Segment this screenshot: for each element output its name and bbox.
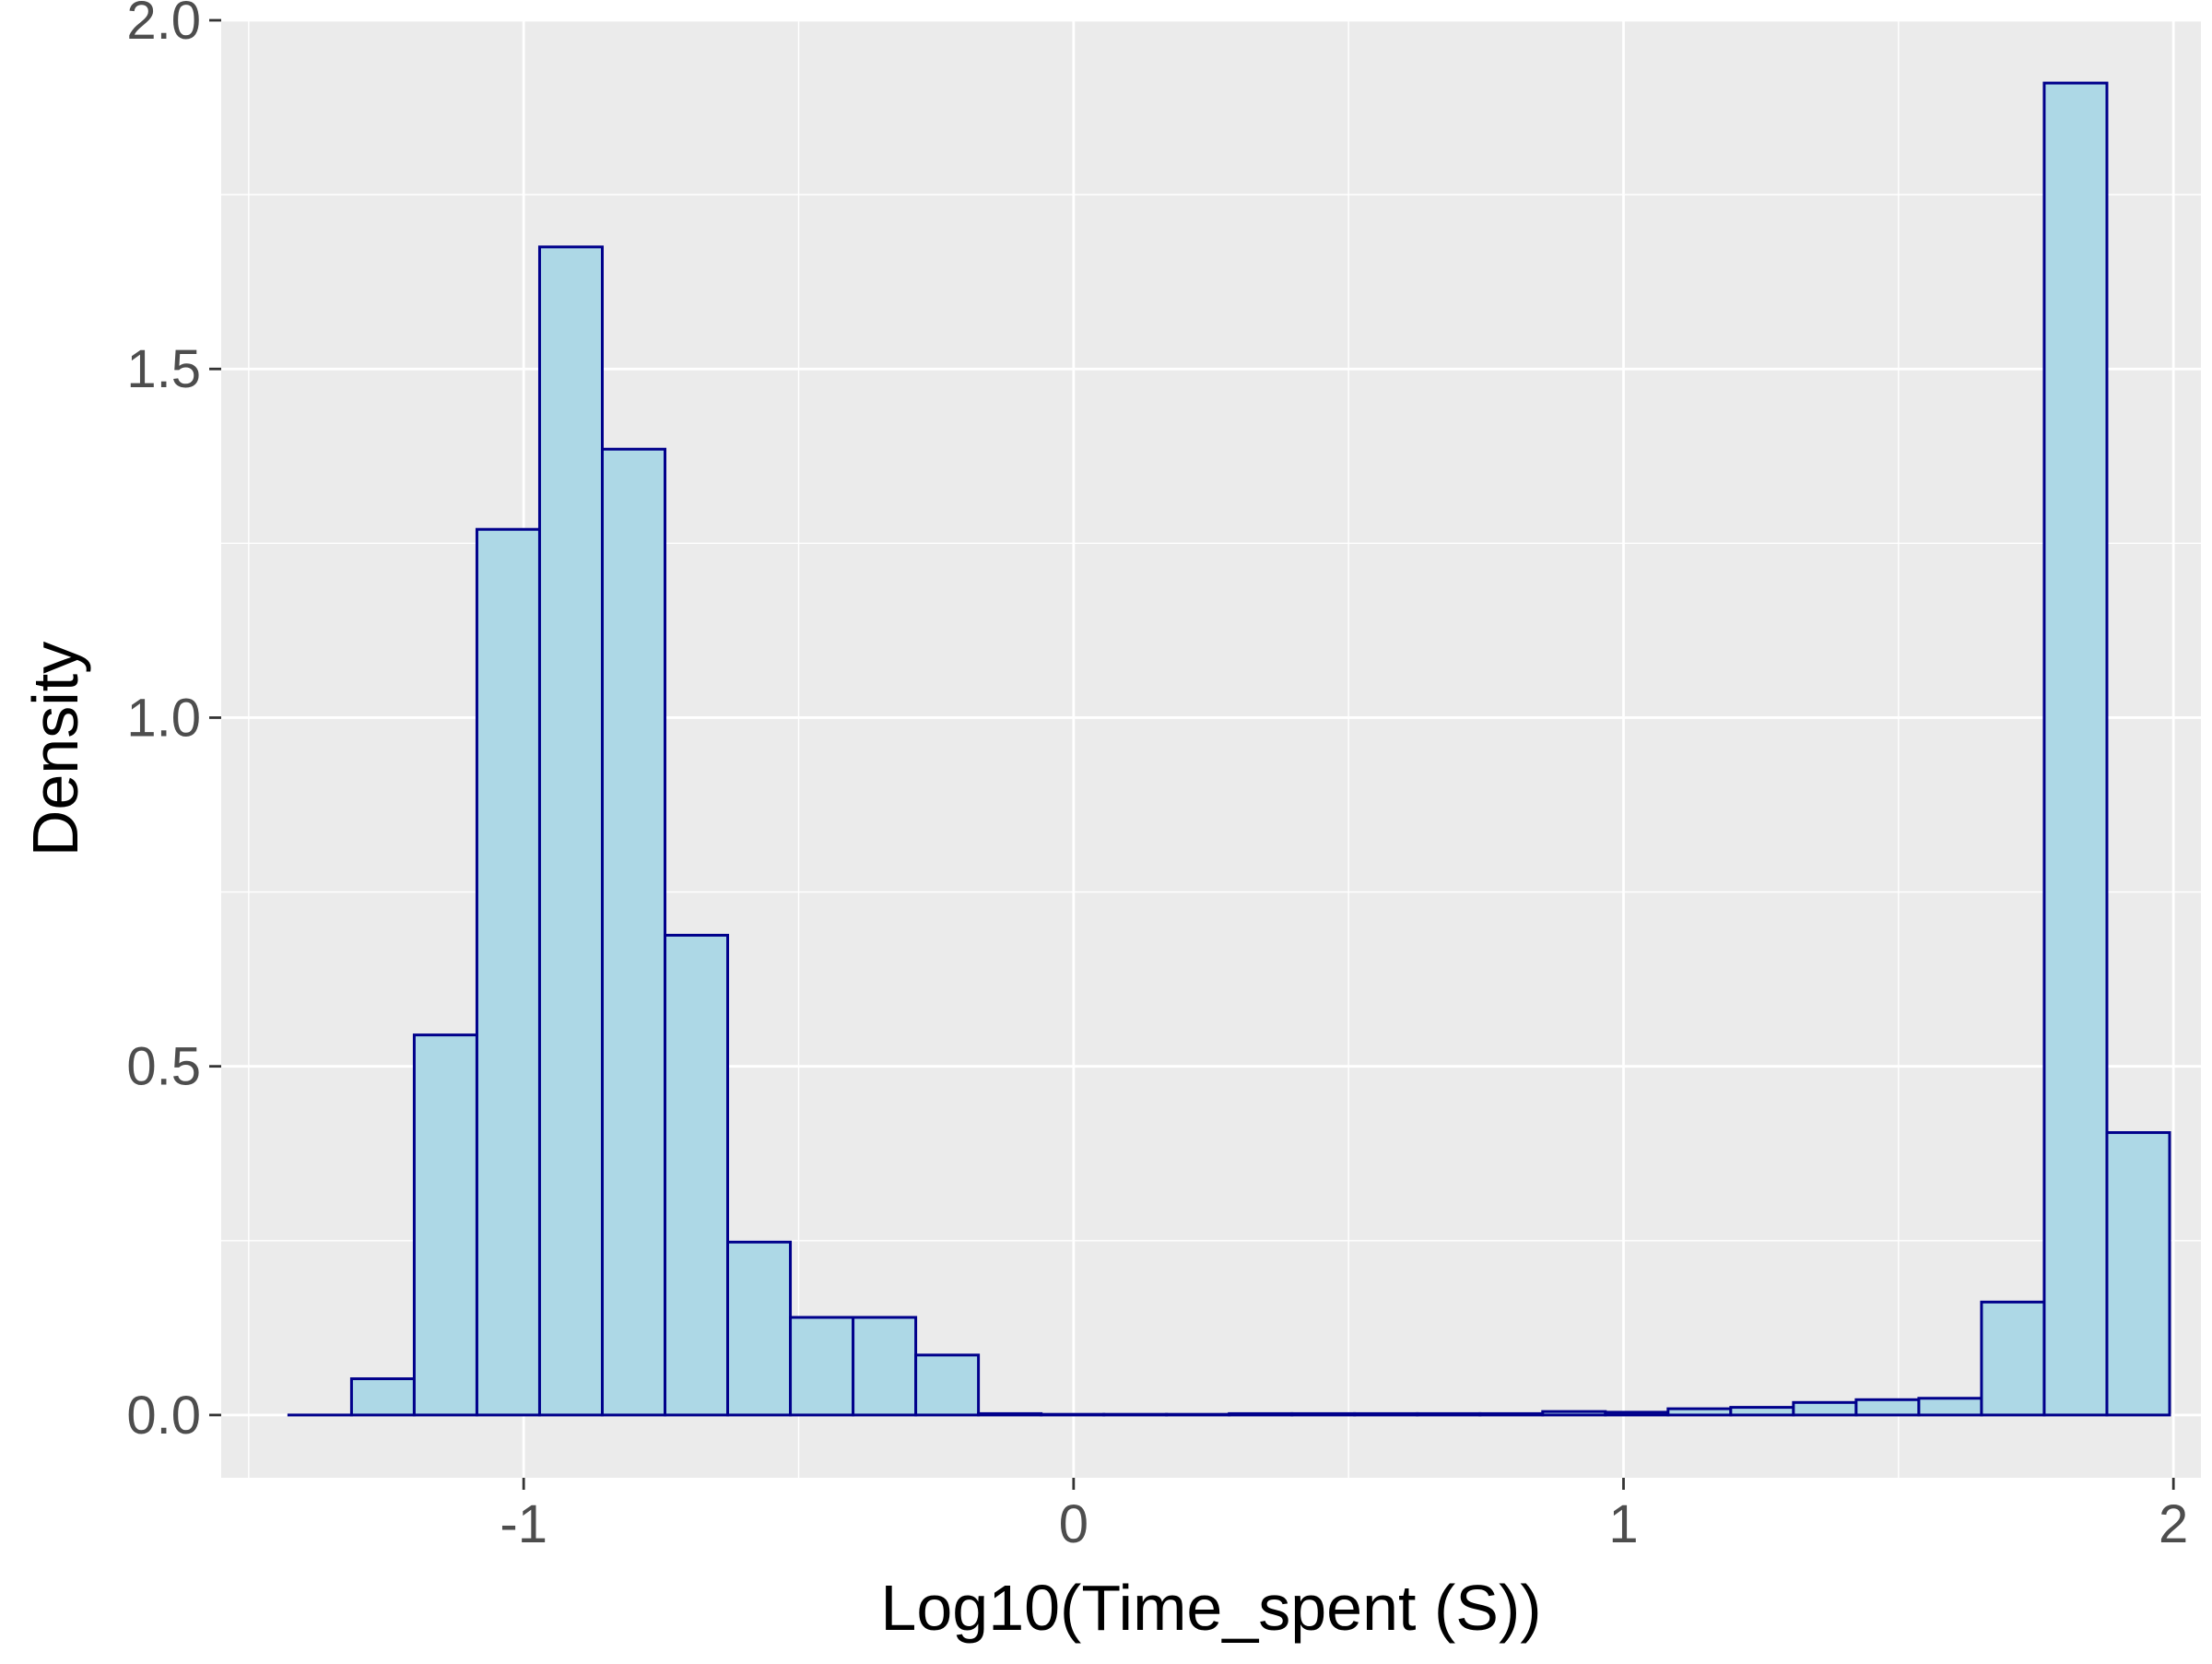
histogram-bar: [2044, 83, 2107, 1415]
y-tick-label: 2.0: [126, 0, 201, 51]
histogram-bar: [1041, 1414, 1104, 1415]
histogram-bar: [414, 1035, 477, 1415]
x-axis-ticks: -1 0 1 2: [500, 1478, 2188, 1554]
histogram-bar: [351, 1379, 414, 1415]
histogram-bar: [916, 1355, 979, 1415]
histogram-bar: [1982, 1302, 2044, 1415]
histogram-bar: [665, 935, 728, 1414]
histogram-bar: [979, 1413, 1041, 1415]
histogram-bar: [1418, 1413, 1480, 1415]
histogram-bar: [2107, 1133, 2170, 1415]
y-axis-title: Density: [19, 642, 91, 856]
y-tick-label: 0.0: [126, 1386, 201, 1446]
x-axis-title: Log10(Time_spent (S)): [880, 1572, 1541, 1644]
histogram-bar: [728, 1242, 791, 1415]
x-tick-label: 2: [2159, 1494, 2188, 1554]
x-tick-label: -1: [500, 1494, 547, 1554]
histogram-bar: [791, 1317, 853, 1415]
histogram-bar: [1480, 1413, 1543, 1415]
y-tick-label: 0.5: [126, 1037, 201, 1097]
histogram-bar: [853, 1317, 916, 1415]
histogram-bar: [1606, 1412, 1668, 1415]
histogram-bar: [477, 529, 539, 1415]
histogram-bar: [602, 449, 665, 1415]
histogram-bar: [1919, 1398, 1982, 1415]
x-tick-label: 1: [1608, 1494, 1638, 1554]
histogram-bar: [539, 247, 602, 1415]
histogram-bar: [1292, 1413, 1355, 1415]
histogram-bar: [1731, 1408, 1794, 1415]
histogram-bar: [1230, 1413, 1292, 1415]
histogram-bar: [1167, 1414, 1230, 1415]
histogram-bar: [1856, 1399, 1919, 1415]
histogram-bar: [1794, 1402, 1856, 1415]
histogram-bar: [1543, 1411, 1606, 1415]
histogram-bar: [1668, 1409, 1731, 1415]
histogram-bar: [1104, 1414, 1167, 1415]
histogram-bar: [1355, 1413, 1418, 1415]
y-axis-ticks: 0.0 0.5 1.0 1.5 2.0: [126, 0, 221, 1446]
x-tick-label: 0: [1059, 1494, 1088, 1554]
y-tick-label: 1.5: [126, 339, 201, 399]
y-tick-label: 1.0: [126, 688, 201, 748]
